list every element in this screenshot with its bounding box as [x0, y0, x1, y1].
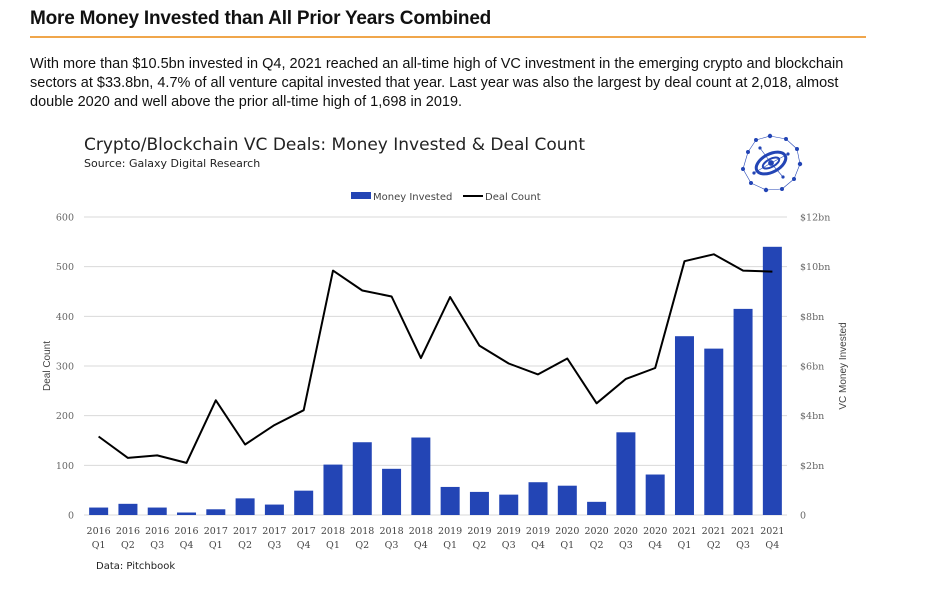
y-right-tick-label: $2bn	[800, 461, 824, 472]
chart-title: Crypto/Blockchain VC Deals: Money Invest…	[84, 135, 585, 155]
y-right-tick-label: 0	[800, 511, 806, 522]
x-tick-label-quarter: Q4	[297, 540, 311, 551]
x-tick-label-quarter: Q2	[707, 540, 721, 551]
x-tick-label-year: 2019	[467, 526, 491, 537]
x-tick-label-quarter: Q3	[267, 540, 281, 551]
data-source-note: Data: Pitchbook	[96, 561, 176, 572]
x-tick-label-year: 2018	[409, 526, 433, 537]
intro-paragraph: With more than $10.5bn invested in Q4, 2…	[30, 56, 844, 110]
bar-money-invested	[89, 507, 109, 515]
bar-money-invested	[235, 498, 255, 515]
x-tick-label-year: 2020	[585, 526, 609, 537]
y-left-tick-label: 0	[68, 511, 74, 522]
x-tick-label-quarter: Q4	[180, 540, 194, 551]
bar-money-invested	[616, 432, 636, 515]
x-tick-label-year: 2020	[614, 526, 638, 537]
x-tick-label-year: 2021	[672, 526, 696, 537]
galaxy-digital-logo-icon	[741, 133, 803, 193]
x-tick-label-year: 2021	[731, 526, 755, 537]
x-tick-label-year: 2018	[321, 526, 345, 537]
x-tick-label-year: 2018	[350, 526, 374, 537]
y-left-tick-label: 400	[56, 312, 74, 323]
x-tick-label-quarter: Q4	[648, 540, 662, 551]
bar-money-invested	[264, 504, 284, 515]
x-tick-label-year: 2021	[702, 526, 726, 537]
bar-money-invested	[382, 468, 402, 515]
x-tick-label-quarter: Q1	[209, 540, 223, 551]
y-left-tick-label: 200	[56, 411, 74, 422]
bar-money-invested	[411, 437, 431, 515]
x-tick-label-year: 2016	[145, 526, 169, 537]
x-tick-label-quarter: Q4	[531, 540, 545, 551]
bar-money-invested	[528, 482, 548, 515]
x-tick-label-year: 2016	[87, 526, 111, 537]
x-tick-label-year: 2017	[262, 526, 286, 537]
x-tick-label-year: 2020	[555, 526, 579, 537]
x-tick-label-year: 2016	[174, 526, 198, 537]
x-tick-label-quarter: Q3	[385, 540, 399, 551]
bar-money-invested	[352, 442, 372, 515]
x-tick-label-quarter: Q1	[678, 540, 692, 551]
x-tick-label-year: 2021	[760, 526, 784, 537]
x-tick-label-year: 2019	[526, 526, 550, 537]
x-tick-label-quarter: Q1	[443, 540, 457, 551]
x-tick-label-quarter: Q2	[238, 540, 252, 551]
y-left-tick-label: 300	[56, 362, 74, 373]
y-right-tick-label: $8bn	[800, 312, 824, 323]
bar-money-invested	[323, 464, 343, 515]
bar-money-invested	[499, 494, 519, 515]
x-tick-label-year: 2016	[116, 526, 140, 537]
bar-money-invested	[118, 503, 138, 515]
bar-money-invested	[206, 509, 226, 515]
y-left-tick-label: 100	[56, 461, 74, 472]
x-tick-label-year: 2020	[643, 526, 667, 537]
y-right-tick-label: $6bn	[800, 362, 824, 373]
deal-count-line	[98, 253, 773, 464]
bar-money-invested	[469, 491, 489, 515]
x-tick-label-year: 2018	[379, 526, 403, 537]
x-tick-label-year: 2019	[497, 526, 521, 537]
bar-money-invested	[177, 512, 197, 515]
x-tick-label-quarter: Q1	[560, 540, 574, 551]
y-left-axis-title: Deal Count	[42, 341, 53, 391]
x-tick-label-quarter: Q1	[326, 540, 340, 551]
chart-source: Source: Galaxy Digital Research	[84, 157, 261, 170]
legend-label-money-invested: Money Invested	[373, 192, 452, 203]
y-left-tick-label: 600	[56, 213, 74, 224]
y-left-tick-label: 500	[56, 262, 74, 273]
x-tick-label-quarter: Q3	[619, 540, 633, 551]
x-tick-label-quarter: Q3	[736, 540, 750, 551]
x-tick-label-quarter: Q3	[150, 540, 164, 551]
bar-money-invested	[557, 485, 577, 515]
x-tick-label-quarter: Q2	[590, 540, 604, 551]
bar-money-invested	[147, 507, 167, 515]
x-tick-label-quarter: Q4	[765, 540, 779, 551]
x-tick-label-quarter: Q2	[121, 540, 135, 551]
x-tick-label-year: 2017	[204, 526, 228, 537]
headline: More Money Invested than All Prior Years…	[30, 8, 866, 38]
y-right-axis-title: VC Money Invested	[838, 322, 849, 409]
bar-money-invested	[733, 308, 753, 515]
x-tick-label-year: 2017	[233, 526, 257, 537]
x-tick-label-quarter: Q4	[414, 540, 428, 551]
x-tick-label-quarter: Q1	[92, 540, 106, 551]
bar-money-invested	[587, 501, 607, 515]
x-tick-label-quarter: Q2	[473, 540, 487, 551]
x-tick-label-quarter: Q2	[355, 540, 369, 551]
y-right-tick-label: $12bn	[800, 213, 830, 224]
bar-money-invested	[674, 336, 694, 515]
bar-money-invested	[440, 486, 460, 515]
x-tick-label-year: 2019	[438, 526, 462, 537]
x-tick-label-year: 2017	[292, 526, 316, 537]
y-right-tick-label: $4bn	[800, 411, 824, 422]
legend-swatch-money-invested	[351, 192, 371, 199]
bar-money-invested	[762, 246, 782, 516]
legend-label-deal-count: Deal Count	[485, 192, 541, 203]
x-tick-label-quarter: Q3	[502, 540, 516, 551]
y-right-tick-label: $10bn	[800, 262, 830, 273]
bar-money-invested	[704, 348, 724, 515]
bar-money-invested	[645, 474, 665, 515]
bar-money-invested	[294, 490, 314, 515]
